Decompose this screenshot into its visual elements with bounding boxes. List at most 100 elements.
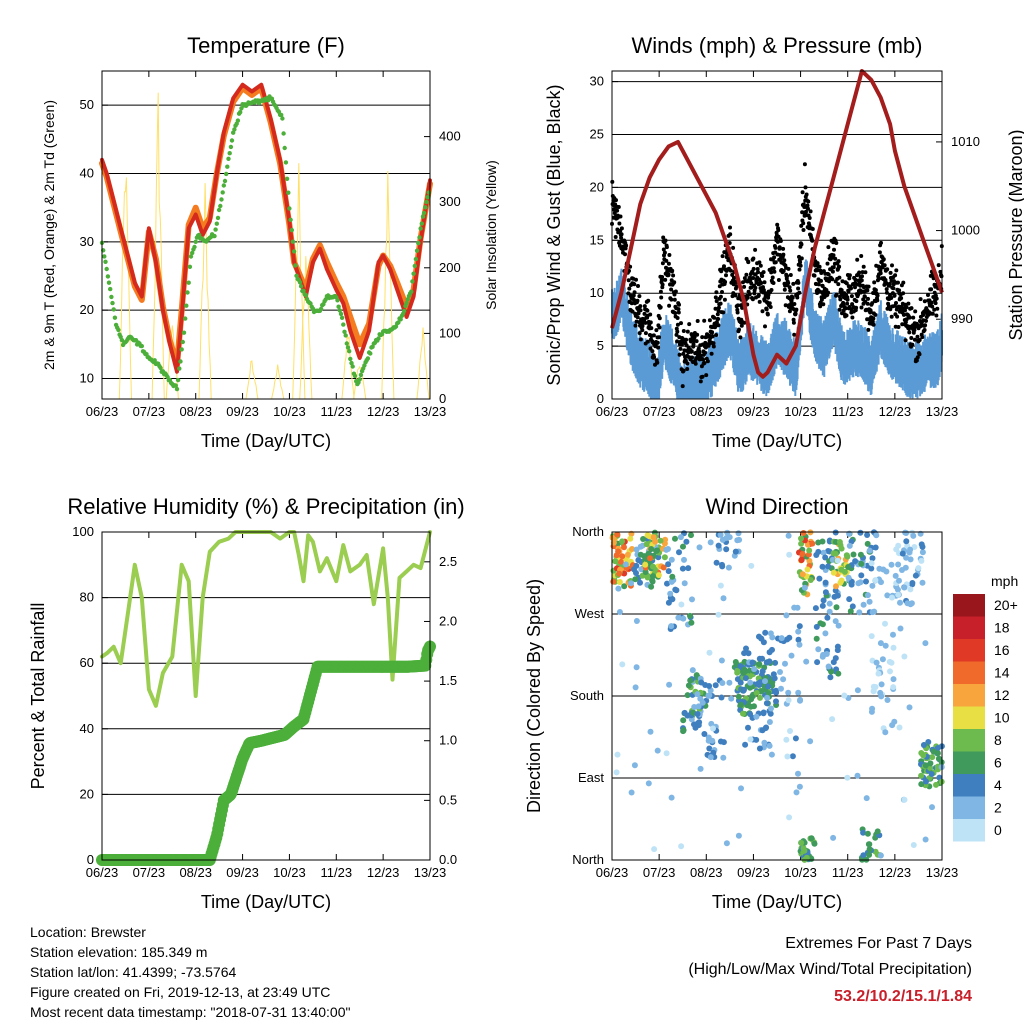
gust-point bbox=[715, 312, 720, 317]
direction-point bbox=[860, 829, 867, 836]
x-axis-label: Time (Day/UTC) bbox=[712, 892, 842, 912]
dewpoint-point bbox=[177, 366, 182, 371]
direction-point bbox=[786, 551, 793, 558]
gust-point bbox=[901, 312, 906, 317]
x-tick-label: 09/23 bbox=[737, 865, 770, 880]
gust-point bbox=[634, 277, 638, 282]
gust-point bbox=[846, 289, 851, 294]
gust-point bbox=[901, 280, 906, 285]
direction-point bbox=[815, 646, 822, 653]
dewpoint-point bbox=[175, 377, 181, 383]
direction-point bbox=[864, 540, 871, 547]
direction-point bbox=[798, 557, 805, 564]
gust-point bbox=[934, 313, 939, 318]
dewpoint-point bbox=[158, 365, 163, 371]
footer-recent-timestamp: Most recent data timestamp: "2018-07-31 … bbox=[30, 1004, 351, 1020]
direction-point bbox=[619, 553, 626, 560]
plot-border bbox=[101, 531, 431, 861]
direction-point bbox=[868, 565, 875, 572]
gust-point bbox=[700, 374, 705, 379]
gust-point bbox=[904, 305, 909, 310]
dewpoint-point bbox=[418, 226, 423, 231]
panel-humidity: Relative Humidity (%) & Precipitation (i… bbox=[28, 494, 465, 912]
dewpoint-point bbox=[139, 343, 144, 349]
gust-point bbox=[859, 254, 864, 258]
direction-point bbox=[766, 742, 773, 749]
gust-point bbox=[871, 316, 876, 321]
x-tick-label: 10/23 bbox=[784, 404, 817, 419]
direction-point bbox=[922, 640, 929, 647]
gust-point bbox=[626, 278, 631, 283]
gust-point bbox=[801, 221, 806, 226]
gust-point bbox=[757, 260, 762, 265]
dewpoint-point bbox=[193, 239, 198, 244]
solar-insolation-spike bbox=[341, 335, 355, 400]
extremes-subheading: (High/Low/Max Wind/Total Precipitation) bbox=[688, 961, 972, 978]
x-tick-label: 07/23 bbox=[133, 404, 166, 419]
direction-point bbox=[901, 653, 908, 660]
direction-point bbox=[922, 762, 929, 769]
gust-point bbox=[722, 264, 726, 269]
gust-point bbox=[638, 304, 643, 309]
dewpoint-point bbox=[423, 205, 428, 210]
gust-point bbox=[938, 269, 943, 274]
gust-point bbox=[723, 280, 728, 284]
gust-point bbox=[860, 270, 865, 275]
gust-point bbox=[792, 302, 797, 306]
direction-point bbox=[860, 601, 867, 608]
y-tick-label: 25 bbox=[590, 126, 604, 141]
direction-point bbox=[726, 679, 733, 686]
direction-point bbox=[684, 692, 691, 699]
direction-point bbox=[706, 692, 713, 699]
dewpoint-point bbox=[104, 266, 109, 272]
dewpoint-point bbox=[344, 341, 349, 346]
direction-point bbox=[897, 625, 904, 632]
direction-point bbox=[872, 544, 879, 551]
direction-point bbox=[806, 547, 813, 554]
direction-point bbox=[713, 559, 720, 566]
direction-point bbox=[719, 680, 726, 686]
dewpoint-point bbox=[350, 364, 355, 369]
direction-point bbox=[756, 745, 763, 752]
gust-point bbox=[739, 323, 744, 328]
direction-point bbox=[681, 556, 687, 563]
direction-point bbox=[629, 546, 635, 552]
gust-point bbox=[762, 280, 767, 285]
direction-point bbox=[882, 729, 889, 736]
gust-point bbox=[816, 282, 821, 287]
gust-point bbox=[903, 308, 907, 313]
gust-point bbox=[911, 315, 916, 320]
direction-point bbox=[888, 659, 895, 666]
gust-point bbox=[873, 312, 878, 317]
direction-point bbox=[850, 551, 857, 558]
gust-point bbox=[655, 360, 660, 365]
direction-point bbox=[707, 539, 714, 546]
gust-point bbox=[859, 278, 864, 283]
gust-point bbox=[675, 322, 680, 327]
direction-point bbox=[857, 529, 864, 536]
dewpoint-point bbox=[341, 322, 346, 327]
direction-point bbox=[676, 549, 682, 556]
gust-point bbox=[674, 332, 679, 337]
direction-point bbox=[740, 710, 746, 717]
dewpoint-point bbox=[178, 359, 183, 364]
direction-point bbox=[903, 554, 910, 561]
gust-point bbox=[760, 309, 765, 314]
direction-point bbox=[621, 583, 628, 590]
direction-point bbox=[849, 603, 856, 610]
direction-point bbox=[757, 694, 763, 701]
x-tick-label: 13/23 bbox=[926, 865, 959, 880]
direction-point bbox=[800, 530, 807, 536]
direction-point bbox=[806, 557, 813, 564]
gust-point bbox=[804, 192, 809, 197]
gust-point bbox=[866, 327, 871, 332]
gust-point bbox=[737, 327, 741, 332]
gust-point bbox=[849, 286, 853, 291]
gust-point bbox=[711, 344, 716, 349]
direction-point bbox=[928, 771, 935, 777]
dewpoint-point bbox=[280, 116, 285, 121]
gust-point bbox=[870, 301, 875, 306]
y-axis-label: Percent & Total Rainfall bbox=[28, 603, 48, 790]
direction-point bbox=[795, 689, 802, 696]
direction-point bbox=[679, 565, 686, 572]
